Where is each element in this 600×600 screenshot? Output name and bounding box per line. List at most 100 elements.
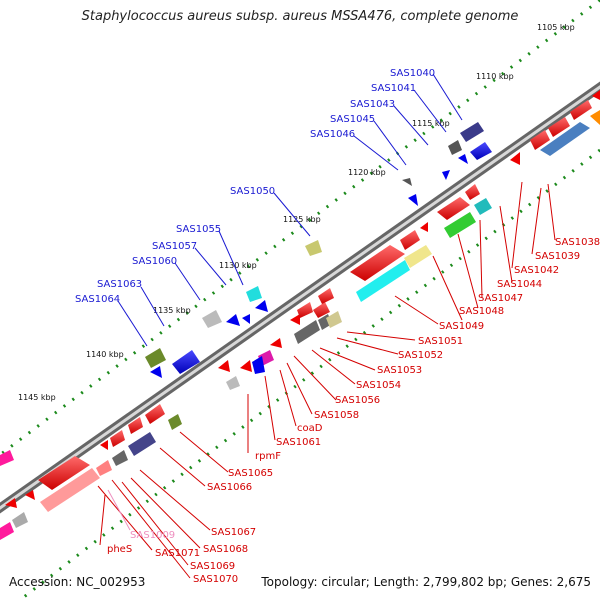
gene-label[interactable]: SAS1058 xyxy=(314,410,359,421)
gene-arrow[interactable] xyxy=(437,197,470,220)
gene-label[interactable]: SAS1038 xyxy=(555,237,600,248)
gene-box[interactable] xyxy=(128,432,156,456)
gene-box[interactable] xyxy=(402,178,412,186)
gene-arrow[interactable] xyxy=(240,360,252,372)
gene-arrow[interactable] xyxy=(420,222,428,232)
gene-label[interactable]: SAS1068 xyxy=(203,544,248,555)
gene-arrow[interactable] xyxy=(548,117,570,137)
gene-arrow[interactable] xyxy=(570,100,592,120)
gene-box[interactable] xyxy=(444,212,476,238)
kbp-label: 1110 kbp xyxy=(476,72,514,81)
gene-label[interactable]: SAS1039 xyxy=(535,251,580,262)
gene-box[interactable] xyxy=(474,198,492,215)
gene-arrow[interactable] xyxy=(172,350,200,374)
gene-label[interactable]: SAS1063 xyxy=(97,279,142,290)
gene-box[interactable] xyxy=(305,240,322,256)
gene-arrow[interactable] xyxy=(255,300,268,312)
gene-arrow[interactable] xyxy=(110,430,125,447)
gene-arrow[interactable] xyxy=(252,356,265,374)
gene-box[interactable] xyxy=(12,512,28,528)
gene-arrow[interactable] xyxy=(590,110,600,125)
gene-arrow[interactable] xyxy=(470,142,492,160)
gene-label[interactable]: SAS1042 xyxy=(514,265,559,276)
gene-label[interactable]: SAS1049 xyxy=(439,321,484,332)
kbp-label: 1130 kbp xyxy=(219,261,257,270)
gene-arrow[interactable] xyxy=(128,417,143,434)
gene-label[interactable]: SAS1043 xyxy=(350,99,395,110)
gene-label[interactable]: SAS1040 xyxy=(390,68,435,79)
gene-box[interactable] xyxy=(326,311,342,328)
gene-label[interactable]: coaD xyxy=(297,423,323,434)
gene-label[interactable]: SAS1057 xyxy=(152,241,197,252)
gene-label[interactable]: SAS1061 xyxy=(276,437,321,448)
gene-box[interactable] xyxy=(226,376,240,390)
gene-label[interactable]: SAS1064 xyxy=(75,294,120,305)
gene-label[interactable]: SAS1053 xyxy=(377,365,422,376)
kbp-label: 1115 kbp xyxy=(412,119,450,128)
gene-label[interactable]: SAS1067 xyxy=(211,527,256,538)
gene-box[interactable] xyxy=(168,414,182,430)
gene-arrow[interactable] xyxy=(400,230,420,250)
gene-box[interactable] xyxy=(294,320,320,344)
gene-arrow[interactable] xyxy=(458,154,468,164)
gene-arrow[interactable] xyxy=(350,245,405,281)
gene-box[interactable] xyxy=(246,286,262,302)
gene-label[interactable]: SAS1071 xyxy=(155,548,200,559)
gene-arrow[interactable] xyxy=(242,314,250,324)
gene-arrow[interactable] xyxy=(465,184,480,200)
gene-label[interactable]: SAS1009 xyxy=(130,530,175,541)
gene-label[interactable]: SAS1048 xyxy=(459,306,504,317)
gene-label[interactable]: SAS1051 xyxy=(418,336,463,347)
gene-arrow[interactable] xyxy=(226,314,240,326)
gene-arrow[interactable] xyxy=(270,338,282,348)
gene-arrow[interactable] xyxy=(38,456,90,490)
outer-leader-lines xyxy=(117,73,463,347)
backbone-highlight xyxy=(0,85,600,510)
gene-label[interactable]: SAS1045 xyxy=(330,114,375,125)
gene-box[interactable] xyxy=(460,122,484,142)
gene-arrow[interactable] xyxy=(442,170,450,180)
gene-box[interactable] xyxy=(404,245,432,268)
gene-arrow[interactable] xyxy=(218,360,230,372)
gene-arrow[interactable] xyxy=(25,490,35,500)
gene-box[interactable] xyxy=(112,450,128,466)
gene-label[interactable]: SAS1066 xyxy=(207,482,252,493)
gene-arrow[interactable] xyxy=(145,404,165,424)
gene-arrow[interactable] xyxy=(290,314,300,325)
gene-box[interactable] xyxy=(356,260,410,302)
gene-arrow[interactable] xyxy=(297,302,313,318)
gene-label[interactable]: SAS1054 xyxy=(356,380,401,391)
gene-box[interactable] xyxy=(448,140,462,155)
gene-arrow[interactable] xyxy=(5,498,17,508)
gene-arrow[interactable] xyxy=(510,152,520,165)
gene-label[interactable]: SAS1056 xyxy=(335,395,380,406)
gene-label[interactable]: SAS1052 xyxy=(398,350,443,361)
gene-arrow[interactable] xyxy=(100,440,108,450)
gene-arrow[interactable] xyxy=(150,366,162,378)
gene-arrow[interactable] xyxy=(408,194,418,206)
gene-box[interactable] xyxy=(0,522,14,540)
gene-label[interactable]: SAS1047 xyxy=(478,293,523,304)
gene-label[interactable]: pheS xyxy=(107,544,132,555)
gene-label[interactable]: SAS1050 xyxy=(230,186,275,197)
gene-label[interactable]: SAS1044 xyxy=(497,279,542,290)
gene-label[interactable]: SAS1055 xyxy=(176,224,221,235)
gene-label[interactable]: SAS1046 xyxy=(310,129,355,140)
gene-arrow[interactable] xyxy=(313,302,330,318)
gene-box[interactable] xyxy=(145,348,166,368)
gene-arrow[interactable] xyxy=(530,130,550,150)
gene-arrow[interactable] xyxy=(318,288,334,304)
gene-label[interactable]: SAS1060 xyxy=(132,256,177,267)
gene-label[interactable]: rpmF xyxy=(255,451,281,462)
gene-arrow[interactable] xyxy=(592,90,600,100)
gene-label[interactable]: SAS1065 xyxy=(228,468,273,479)
gene-box[interactable] xyxy=(40,468,100,512)
gene-label[interactable]: SAS1069 xyxy=(190,561,235,572)
gene-box[interactable] xyxy=(202,310,222,328)
gene-arrow[interactable] xyxy=(0,450,14,466)
gene-label[interactable]: SAS1041 xyxy=(371,83,416,94)
gene-arrow[interactable] xyxy=(540,122,590,156)
gene-label[interactable]: SAS1070 xyxy=(193,574,238,585)
gene-box[interactable] xyxy=(96,460,112,476)
